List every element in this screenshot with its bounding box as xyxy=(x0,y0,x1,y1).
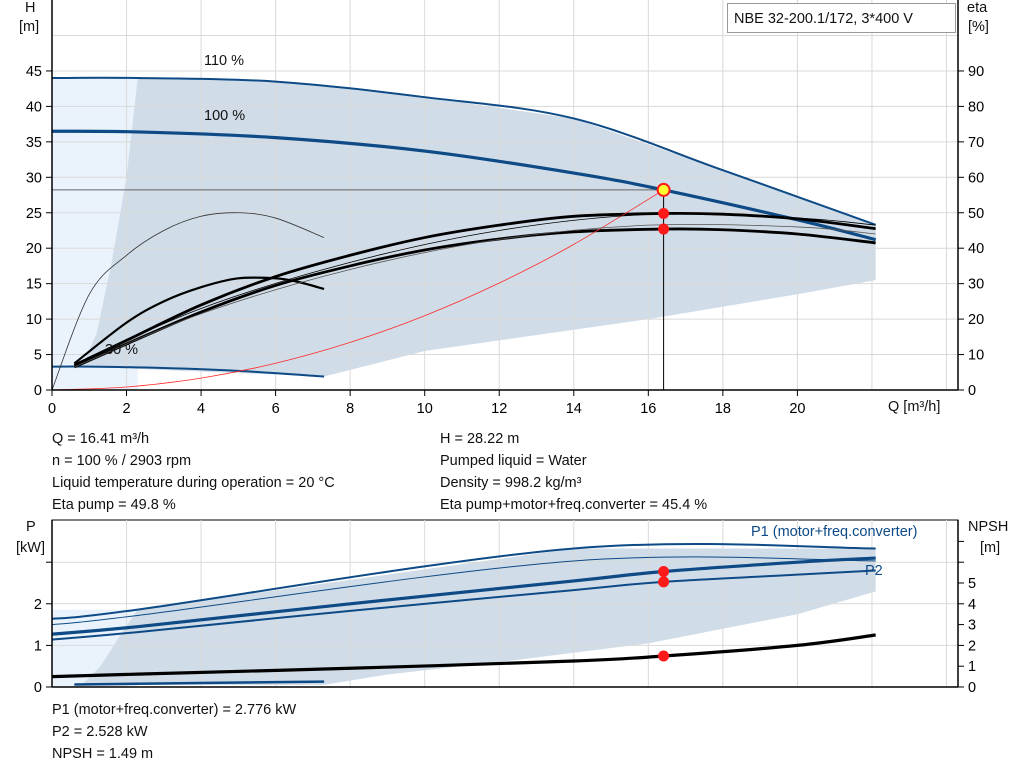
eta-tick-label: 50 xyxy=(968,206,984,222)
q-tick-label: 0 xyxy=(48,401,56,417)
info-speed: n = 100 % / 2903 rpm xyxy=(52,453,192,469)
eta-tick-label: 10 xyxy=(968,348,984,364)
eta-total-curve-110 xyxy=(74,223,876,368)
h-tick-label: 20 xyxy=(26,241,42,257)
info-eta-total: Eta pump+motor+freq.converter = 45.4 % xyxy=(440,497,708,513)
eta-tick-label: 80 xyxy=(968,99,984,115)
q-tick-label: 4 xyxy=(197,401,205,417)
eta-axis-label: eta xyxy=(967,0,988,16)
curve-label-100: 100 % xyxy=(204,108,246,124)
p1-duty-point xyxy=(658,566,670,578)
p-chart-operating-area xyxy=(81,548,876,685)
info-q: Q = 16.41 m³/h xyxy=(52,431,150,447)
npsh-axis-label: NPSH xyxy=(968,519,1009,535)
info-npsh: NPSH = 1.49 m xyxy=(52,746,154,762)
h-axis-unit: [m] xyxy=(19,19,40,35)
h-axis-label: H xyxy=(25,0,36,16)
eta-tick-label: 60 xyxy=(968,170,984,186)
npsh-axis-unit: [m] xyxy=(980,540,1001,556)
eta-total-curve-30 xyxy=(73,276,325,365)
npsh-curve xyxy=(51,633,876,679)
eta-tick-label: 40 xyxy=(968,241,984,257)
npsh-tick-label: 3 xyxy=(968,618,976,634)
info-p2: P2 = 2.528 kW xyxy=(52,724,148,740)
eta-tick-label: 20 xyxy=(968,312,984,328)
q-tick-label: 18 xyxy=(715,401,731,417)
eta-tick-label: 0 xyxy=(968,383,976,399)
eta-tick-label: 70 xyxy=(968,135,984,151)
eta-pump-curve-30 xyxy=(51,212,325,391)
h-tick-label: 15 xyxy=(26,277,42,293)
pump-model-box: NBE 32-200.1/172, 3*400 V xyxy=(727,3,956,33)
npsh-tick-label: 2 xyxy=(968,638,976,654)
duty-point xyxy=(656,182,671,197)
info-p1: P1 (motor+freq.converter) = 2.776 kW xyxy=(52,702,297,718)
eta-axis-unit: [%] xyxy=(968,19,989,35)
p2-curve-110 xyxy=(51,556,876,626)
h-tick-label: 35 xyxy=(26,135,42,151)
curve-label-110: 110 % xyxy=(204,53,245,69)
eta-tick-label: 30 xyxy=(968,277,984,293)
eta-total-curve-100 xyxy=(73,227,876,369)
p2-duty-point xyxy=(658,576,670,588)
info-h: H = 28.22 m xyxy=(440,431,520,447)
p2-legend-label: P2 xyxy=(865,563,883,579)
h-tick-label: 40 xyxy=(26,99,42,115)
eta-total-duty-point xyxy=(658,223,670,235)
p1-curve-100 xyxy=(51,556,876,636)
h-tick-label: 10 xyxy=(26,312,42,328)
info-temperature: Liquid temperature during operation = 20… xyxy=(52,475,335,491)
p-axis-unit: [kW] xyxy=(16,540,45,556)
npsh-tick-label: 0 xyxy=(968,680,976,696)
h-tick-label: 5 xyxy=(34,348,42,364)
p-axis-label: P xyxy=(26,519,36,535)
p-tick-label: 1 xyxy=(34,638,42,654)
h-tick-label: 25 xyxy=(26,206,42,222)
info-density: Density = 998.2 kg/m³ xyxy=(440,475,582,491)
eta-pump-curve-110 xyxy=(74,213,876,366)
npsh-tick-label: 1 xyxy=(968,659,976,675)
p1-curve-30 xyxy=(74,680,325,686)
q-tick-label: 2 xyxy=(123,401,131,417)
q-tick-label: 6 xyxy=(272,401,280,417)
npsh-duty-point xyxy=(658,650,670,662)
h-curve-100 xyxy=(51,129,877,242)
eta-pump-duty-point xyxy=(658,207,670,219)
npsh-tick-label: 4 xyxy=(968,597,976,613)
npsh-tick-label: 5 xyxy=(968,576,976,592)
q-tick-label: 14 xyxy=(566,401,582,417)
q-tick-label: 8 xyxy=(346,401,354,417)
system-curve xyxy=(51,189,664,391)
h-tick-label: 30 xyxy=(26,170,42,186)
curve-label-30: 30 % xyxy=(105,342,139,358)
h-curve-110 xyxy=(51,76,877,226)
p2-curve-100 xyxy=(51,569,876,641)
eta-tick-label: 90 xyxy=(968,64,984,80)
h-tick-label: 0 xyxy=(34,383,42,399)
p1-legend-label: P1 (motor+freq.converter) xyxy=(751,524,918,540)
h-tick-label: 45 xyxy=(26,64,42,80)
info-liquid: Pumped liquid = Water xyxy=(440,453,587,469)
eta-pump-curve-100 xyxy=(73,211,876,367)
q-axis-label: Q [m³/h] xyxy=(888,399,941,415)
info-eta-pump: Eta pump = 49.8 % xyxy=(52,497,176,513)
p-tick-label: 2 xyxy=(34,597,42,613)
q-tick-label: 20 xyxy=(789,401,805,417)
q-tick-label: 12 xyxy=(491,401,507,417)
q-tick-label: 10 xyxy=(417,401,433,417)
p1-curve-110 xyxy=(51,542,876,620)
q-tick-label: 16 xyxy=(640,401,656,417)
p-tick-label: 0 xyxy=(34,680,42,696)
